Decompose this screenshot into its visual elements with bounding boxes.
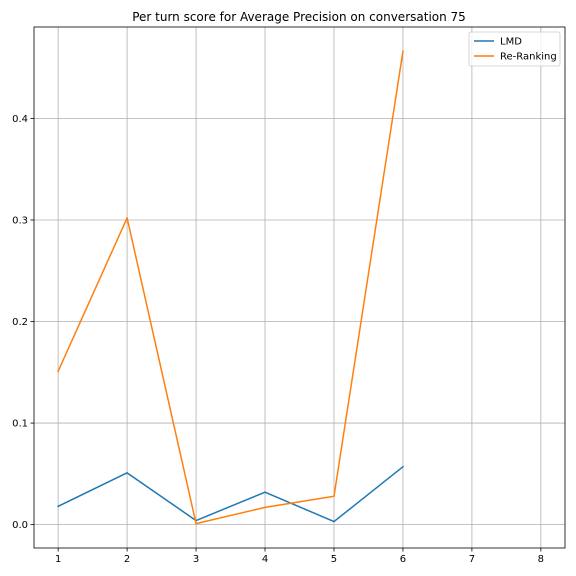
axis-ticks: 1 2 3 4 5 6 7 8 0.0 0.1 0.2 0.3 0.4	[12, 114, 544, 565]
data-point	[264, 491, 266, 493]
x-tick-label: 6	[400, 554, 406, 565]
y-tick-label: 0.3	[12, 215, 28, 226]
legend-label: LMD	[500, 37, 522, 48]
x-tick-label: 1	[55, 554, 61, 565]
x-tick-label: 7	[469, 554, 475, 565]
x-tick-label: 4	[262, 554, 268, 565]
y-tick-label: 0.1	[12, 419, 28, 430]
x-tick-label: 5	[331, 554, 337, 565]
data-point	[126, 472, 128, 474]
data-point	[333, 520, 335, 523]
legend: LMD Re-Ranking	[468, 31, 561, 67]
data-point	[57, 370, 59, 373]
grid	[34, 27, 565, 548]
data-point	[126, 217, 128, 219]
y-tick-label: 0.4	[12, 114, 28, 125]
data-point	[333, 495, 335, 497]
legend-label: Re-Ranking	[500, 52, 557, 63]
x-tick-label: 8	[538, 554, 544, 565]
x-tick-label: 2	[124, 554, 130, 565]
series-lines	[57, 50, 404, 525]
data-point	[402, 50, 404, 53]
series-line-lmd	[57, 465, 404, 523]
data-point	[264, 506, 266, 509]
series-line-re-ranking	[57, 50, 404, 525]
y-tick-label: 0.0	[12, 520, 28, 531]
x-tick-label: 3	[193, 554, 199, 565]
data-point	[195, 522, 197, 525]
chart-title: Per turn score for Average Precision on …	[132, 10, 466, 24]
plot-area-frame	[33, 26, 566, 549]
data-point	[402, 466, 404, 468]
y-tick-label: 0.2	[12, 317, 28, 328]
data-point	[57, 505, 59, 508]
